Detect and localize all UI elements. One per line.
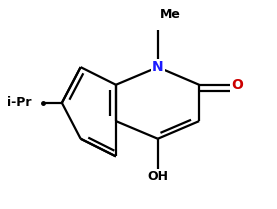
- Text: N: N: [152, 60, 164, 74]
- Text: OH: OH: [147, 170, 168, 183]
- Text: Me: Me: [160, 8, 181, 21]
- Text: i-Pr: i-Pr: [7, 96, 32, 109]
- Text: O: O: [231, 78, 243, 92]
